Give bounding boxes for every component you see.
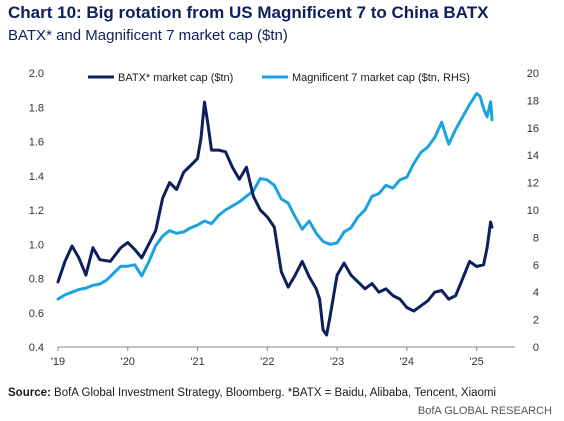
y-left-tick-label: 1.8 bbox=[29, 102, 44, 114]
y-left-tick-label: 0.8 bbox=[29, 274, 44, 286]
y-left-tick-label: 1.0 bbox=[29, 239, 44, 251]
y-right-tick-label: 6 bbox=[533, 260, 539, 272]
legend-label-batx: BATX* market cap ($tn) bbox=[118, 72, 233, 84]
series-line-batx bbox=[56, 100, 494, 337]
y-right-tick-label: 10 bbox=[527, 205, 539, 217]
series-layer bbox=[56, 92, 494, 337]
chart-legend: BATX* market cap ($tn) Magnificent 7 mark… bbox=[88, 72, 470, 84]
y-left-tick-label: 2.0 bbox=[29, 68, 44, 80]
y-left-tick-label: 0.4 bbox=[29, 342, 44, 354]
source-text: BofA Global Investment Strategy, Bloombe… bbox=[50, 387, 497, 399]
y-left-tick-label: 1.6 bbox=[29, 137, 44, 149]
line-chart: '19 '20 '21 '22 '23 '24 '25 0.4 0.6 0.8 1.0 1.2 1.4 1… bbox=[29, 68, 539, 368]
x-tick-label: '24 bbox=[400, 356, 414, 368]
y-right-tick-label: 20 bbox=[527, 68, 539, 80]
y-right-tick-label: 14 bbox=[527, 150, 539, 162]
y-right-tick-label: 2 bbox=[533, 315, 539, 327]
y-left-tick-label: 1.2 bbox=[29, 205, 44, 217]
y-right-tick-label: 0 bbox=[533, 342, 539, 354]
chart-subtitle: BATX* and Magnificent 7 market cap ($tn) bbox=[8, 27, 288, 44]
chart-axes: '19 '20 '21 '22 '23 '24 '25 0.4 0.6 0.8 1.0 1.2 1.4 1… bbox=[29, 68, 539, 368]
y-right-tick-label: 12 bbox=[527, 178, 539, 190]
y-right-tick-label: 18 bbox=[527, 95, 539, 107]
series-line-magnificent7 bbox=[56, 92, 494, 301]
source-label: Source: bbox=[8, 387, 51, 399]
source-note: Source: BofA Global Investment Strategy,… bbox=[8, 387, 496, 399]
x-tick-label: '25 bbox=[469, 356, 483, 368]
y-left-tick-label: 1.4 bbox=[29, 171, 44, 183]
x-tick-label: '22 bbox=[260, 356, 274, 368]
x-tick-label: '23 bbox=[330, 356, 344, 368]
chart-title: Chart 10: Big rotation from US Magnifice… bbox=[8, 3, 489, 22]
x-tick-label: '20 bbox=[121, 356, 135, 368]
legend-label-magnificent7: Magnificent 7 market cap ($tn, RHS) bbox=[292, 72, 470, 84]
x-tick-label: '21 bbox=[190, 356, 204, 368]
y-right-tick-label: 16 bbox=[527, 123, 539, 135]
brand-label: BofA GLOBAL RESEARCH bbox=[417, 405, 552, 417]
y-right-tick-label: 4 bbox=[533, 287, 539, 299]
y-right-tick-label: 8 bbox=[533, 232, 539, 244]
x-tick-label: '19 bbox=[51, 356, 65, 368]
y-left-tick-label: 0.6 bbox=[29, 308, 44, 320]
